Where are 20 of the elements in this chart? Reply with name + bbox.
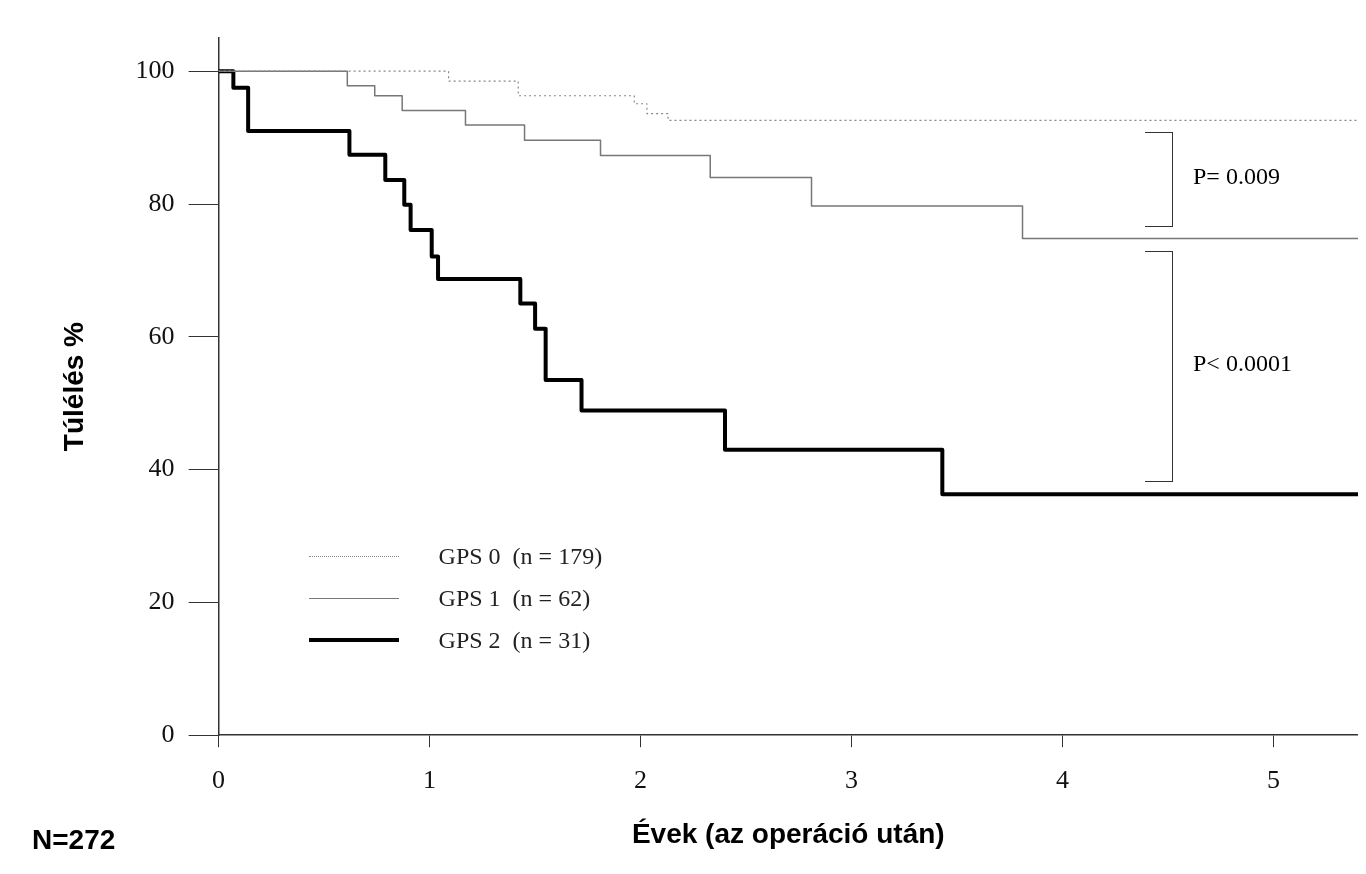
y-tick-label: 20 xyxy=(148,586,175,616)
y-axis-title: Túlélés % xyxy=(57,321,89,452)
annotation: P= 0.009 xyxy=(1193,163,1280,191)
x-tick-label: 0 xyxy=(212,764,226,794)
y-tick-label: 0 xyxy=(161,719,175,749)
legend-label: GPS 0 (n = 179) xyxy=(438,542,603,570)
x-tick-label: 1 xyxy=(423,764,437,794)
annotation: P< 0.0001 xyxy=(1193,350,1292,378)
y-tick-label: 80 xyxy=(148,187,175,217)
y-tick-label: 40 xyxy=(148,453,175,483)
x-tick-label: 3 xyxy=(845,764,859,794)
legend-label: GPS 2 (n = 31) xyxy=(438,626,591,654)
x-axis-title: Évek (az operáció után) xyxy=(631,817,945,849)
x-tick-label: 4 xyxy=(1056,764,1070,794)
y-tick-label: 60 xyxy=(148,320,175,350)
text: N=272 xyxy=(32,824,116,856)
legend-label: GPS 1 (n = 62) xyxy=(438,584,591,612)
x-tick-label: 5 xyxy=(1267,764,1281,794)
x-tick-label: 2 xyxy=(634,764,648,794)
y-tick-label: 100 xyxy=(135,55,175,85)
